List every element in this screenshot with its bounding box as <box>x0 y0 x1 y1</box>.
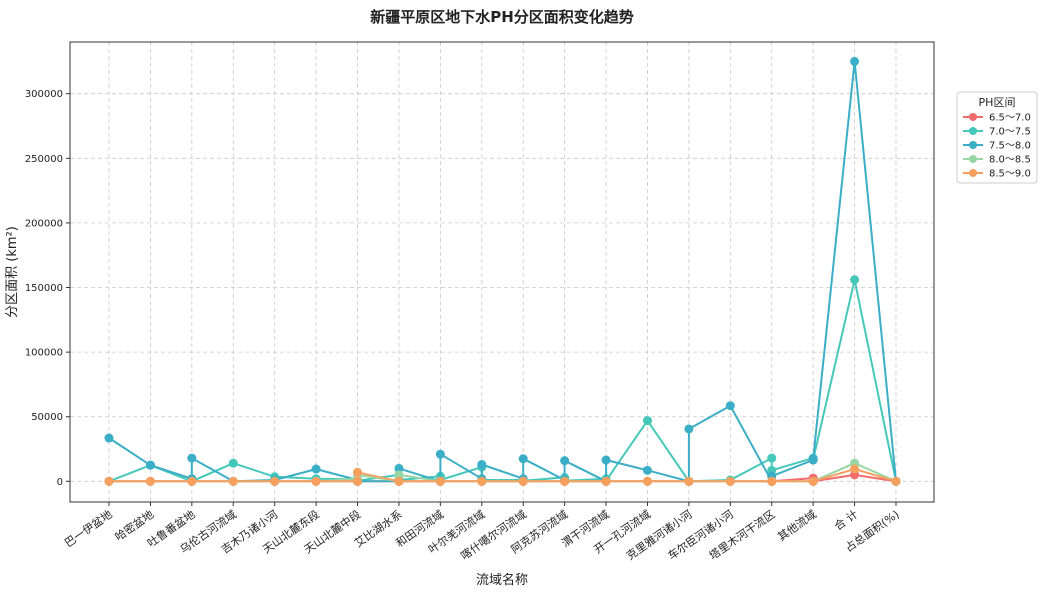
legend-label: 6.5～7.0 <box>989 113 1031 124</box>
data-point <box>187 476 197 486</box>
data-point <box>145 476 155 486</box>
legend-swatch-marker <box>969 169 977 177</box>
data-point <box>228 476 238 486</box>
data-point <box>808 476 818 486</box>
y-tick-label: 250000 <box>25 154 63 165</box>
plot-frame <box>69 41 935 503</box>
data-point <box>353 476 363 486</box>
legend-title: PH区间 <box>979 96 1016 109</box>
data-point <box>684 476 694 486</box>
data-point <box>353 467 363 477</box>
data-point <box>435 449 445 459</box>
data-point <box>601 455 611 465</box>
data-point <box>850 275 860 285</box>
legend-items: 6.5～7.0 7.0～7.5 7.5～8.0 8.0～8.5 8.5～9.0 <box>963 113 1031 180</box>
data-point <box>518 476 528 486</box>
chart-title: 新疆平原区地下水PH分区面积变化趋势 <box>370 8 634 26</box>
data-point <box>145 460 155 470</box>
data-point <box>477 460 487 470</box>
data-point <box>642 465 652 475</box>
data-point <box>725 476 735 486</box>
data-point <box>394 470 404 480</box>
data-point <box>311 464 321 474</box>
series-group <box>104 464 901 486</box>
data-point <box>477 476 487 486</box>
data-point <box>560 476 570 486</box>
legend-label: 8.5～9.0 <box>989 169 1031 180</box>
data-point <box>394 476 404 486</box>
data-point <box>104 476 114 486</box>
legend-label: 7.5～8.0 <box>989 141 1031 152</box>
data-point <box>850 56 860 66</box>
data-point <box>642 416 652 426</box>
data-point <box>311 476 321 486</box>
data-point <box>270 476 280 486</box>
data-point <box>601 476 611 486</box>
legend: PH区间 6.5～7.0 7.0～7.5 7.5～8.0 8.0～8.5 8.5～9.0 <box>956 91 1038 184</box>
data-point <box>725 401 735 411</box>
data-point <box>394 463 404 473</box>
data-point <box>808 454 818 464</box>
data-point <box>187 453 197 463</box>
y-tick-label: 300000 <box>25 89 63 100</box>
y-tick-label: 150000 <box>25 283 63 294</box>
data-point <box>560 456 570 466</box>
legend-swatch-marker <box>969 127 977 135</box>
y-tick-label: 50000 <box>31 412 63 423</box>
data-point <box>104 433 114 443</box>
legend-swatch-marker <box>969 141 977 149</box>
data-point <box>767 476 777 486</box>
series-lines <box>104 56 901 486</box>
legend-box <box>956 91 1038 184</box>
data-point <box>642 476 652 486</box>
legend-swatch-marker <box>969 155 977 163</box>
legend-label: 8.0～8.5 <box>989 155 1031 166</box>
data-point <box>767 453 777 463</box>
data-point <box>850 464 860 474</box>
y-tick-label: 0 <box>57 477 63 488</box>
data-point <box>891 476 901 486</box>
data-point <box>435 476 445 486</box>
y-axis-label: 分区面积 (km²) <box>5 226 20 318</box>
legend-label: 7.0～7.5 <box>989 127 1031 138</box>
data-point <box>518 454 528 464</box>
data-point <box>684 424 694 434</box>
x-axis-label: 流域名称 <box>476 572 528 588</box>
y-tick-label: 200000 <box>25 218 63 229</box>
y-tick-label: 100000 <box>25 348 63 359</box>
data-point <box>228 458 238 468</box>
legend-swatch-marker <box>969 113 977 121</box>
